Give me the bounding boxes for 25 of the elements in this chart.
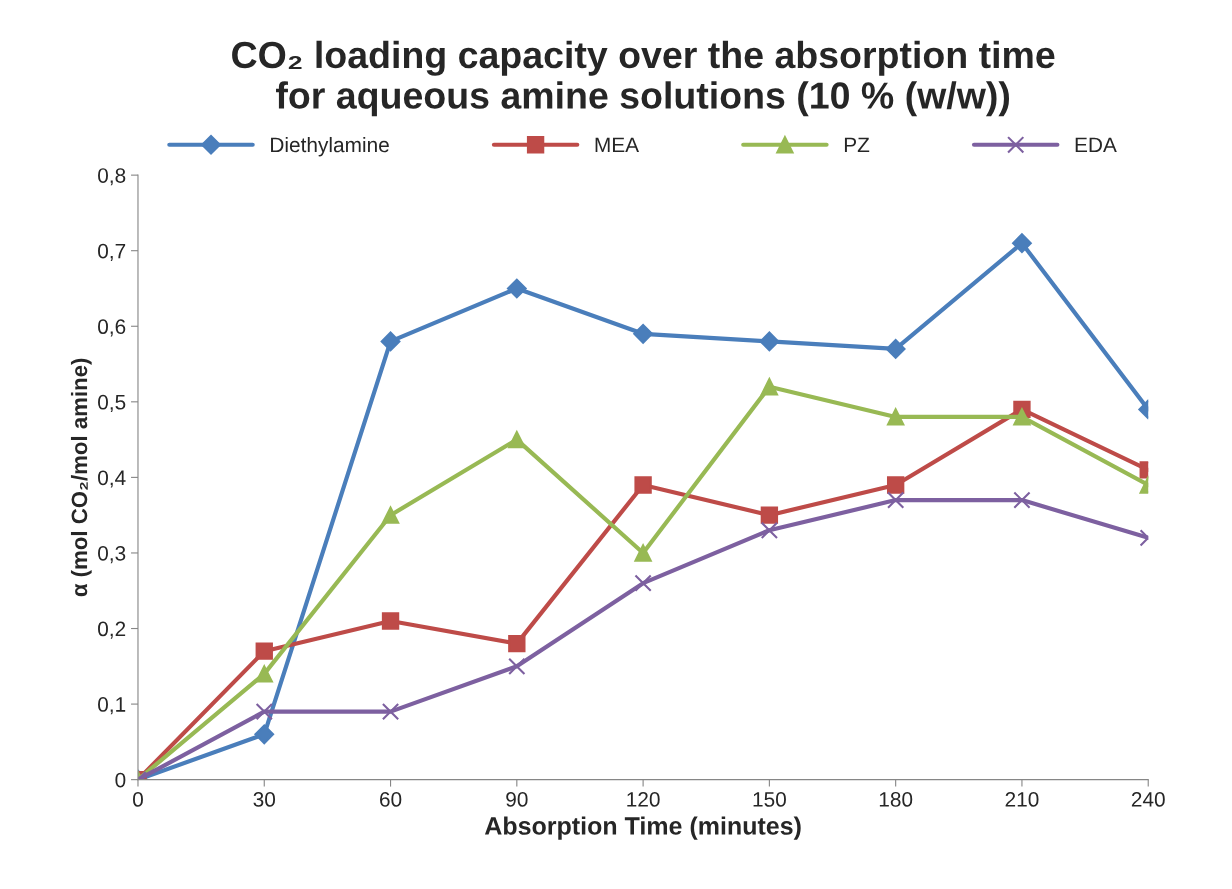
y-tick-label: 0,2 — [98, 621, 126, 639]
y-tick-label: 0 — [115, 772, 126, 788]
x-tick-label: 30 — [253, 792, 276, 807]
x-tick-label: 0 — [133, 792, 143, 807]
x-tick-label: 120 — [627, 792, 660, 807]
chart-title: CO₂ loading capacity over the absorption time for aqueous amine solutions (10 % (w/w)) — [232, 40, 1055, 117]
y-axis-title: α (mol CO₂/mol amine) — [70, 358, 92, 597]
x-tick-label: 240 — [1131, 792, 1165, 807]
legend-label: PZ — [844, 137, 870, 153]
y-tick-label: 0,5 — [98, 394, 126, 413]
y-tick-label: 0,8 — [98, 168, 126, 186]
x-axis-title: Absorption Time (minutes) — [484, 816, 801, 840]
legend-label: Diethylamine — [271, 136, 389, 157]
y-tick-label: 0,1 — [98, 697, 126, 715]
x-tick-label: 150 — [753, 792, 786, 807]
y-tick-label: 0,4 — [98, 470, 126, 488]
x-tick-label: 90 — [506, 792, 528, 807]
x-tick-label: 180 — [879, 792, 913, 807]
x-tick-label: 210 — [1005, 792, 1039, 807]
x-tick-label: 60 — [380, 792, 402, 807]
y-tick-label: 0,3 — [98, 545, 126, 564]
legend-label: MEA — [595, 137, 640, 153]
legend-label: EDA — [1075, 137, 1117, 153]
y-tick-label: 0,6 — [98, 319, 126, 337]
y-tick-label: 0,7 — [98, 243, 126, 261]
